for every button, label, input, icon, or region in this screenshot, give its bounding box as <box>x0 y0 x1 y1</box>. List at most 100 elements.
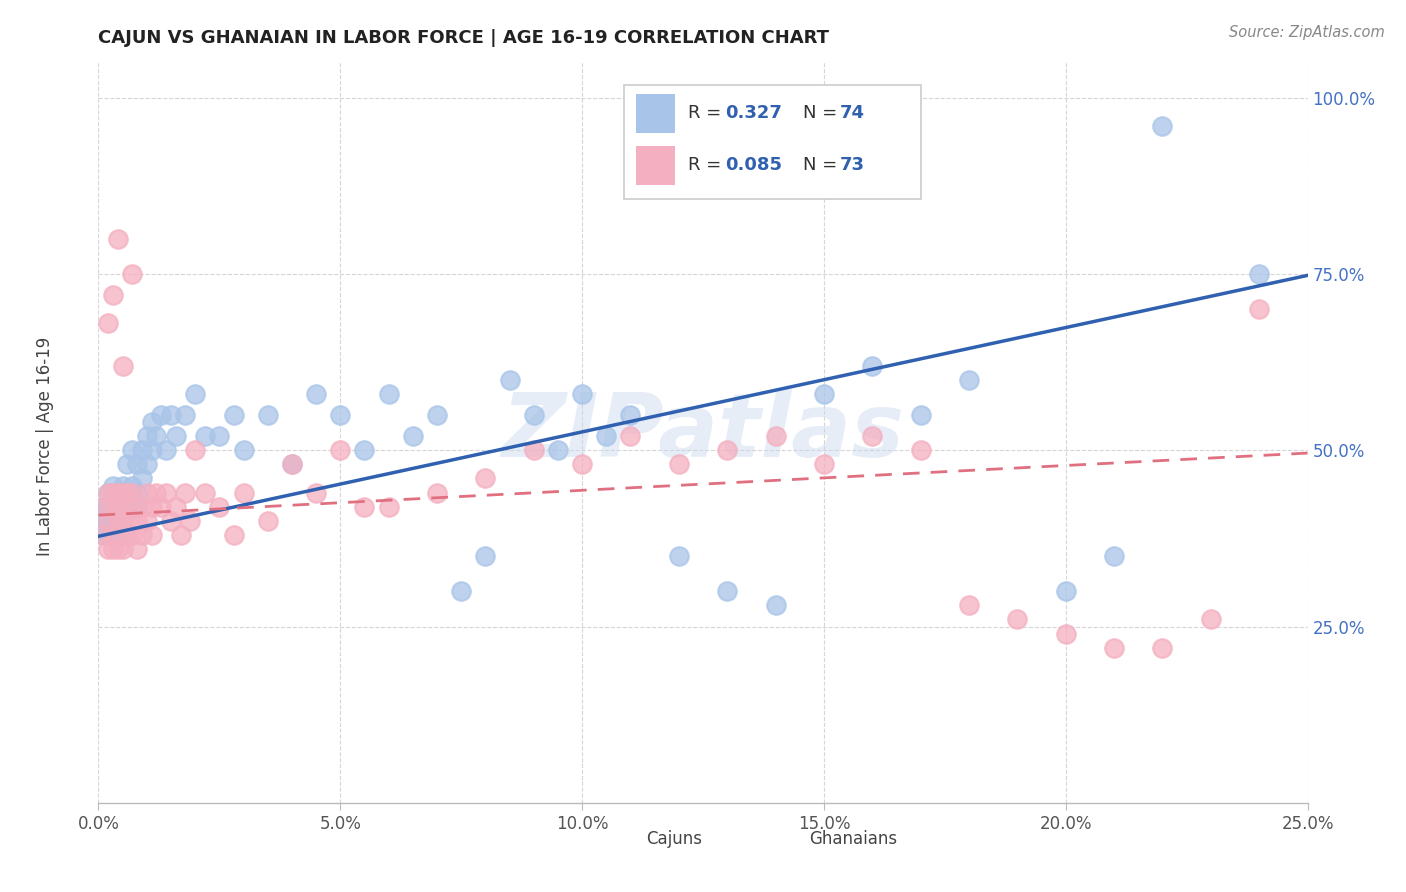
Point <box>208 500 231 514</box>
Point <box>329 443 352 458</box>
Point <box>121 443 143 458</box>
Point <box>101 528 124 542</box>
Point <box>426 408 449 422</box>
Point <box>107 528 129 542</box>
Point <box>111 492 134 507</box>
Point <box>131 528 153 542</box>
Point <box>547 443 569 458</box>
Point <box>97 485 120 500</box>
Point <box>135 458 157 472</box>
Point <box>860 359 883 373</box>
Point <box>222 408 245 422</box>
Point <box>127 485 149 500</box>
Point <box>813 387 835 401</box>
Point <box>155 485 177 500</box>
Point <box>111 514 134 528</box>
Point <box>111 541 134 556</box>
Point <box>107 485 129 500</box>
Point <box>101 492 124 507</box>
Point <box>101 485 124 500</box>
Point <box>107 541 129 556</box>
Point <box>150 408 173 422</box>
Point <box>232 443 254 458</box>
Point <box>101 500 124 514</box>
Point <box>117 514 139 528</box>
Point <box>194 485 217 500</box>
Point <box>117 500 139 514</box>
Point <box>1054 584 1077 599</box>
Point <box>165 500 187 514</box>
Point <box>571 387 593 401</box>
Point <box>131 500 153 514</box>
Point <box>232 485 254 500</box>
Text: R =: R = <box>689 103 727 122</box>
Point <box>121 500 143 514</box>
Point <box>169 528 191 542</box>
Point <box>121 478 143 492</box>
Text: Source: ZipAtlas.com: Source: ZipAtlas.com <box>1229 25 1385 40</box>
Point <box>101 500 124 514</box>
Point <box>668 458 690 472</box>
Text: ZIPatlas: ZIPatlas <box>502 389 904 476</box>
Point <box>135 485 157 500</box>
Text: 74: 74 <box>839 103 865 122</box>
Point <box>174 408 197 422</box>
Point <box>174 485 197 500</box>
Point <box>160 514 183 528</box>
Point <box>910 443 932 458</box>
Text: 73: 73 <box>839 155 865 174</box>
Point <box>97 316 120 330</box>
Point <box>498 373 520 387</box>
Point <box>141 415 163 429</box>
Point <box>1249 267 1271 281</box>
Point <box>402 429 425 443</box>
Point <box>107 485 129 500</box>
Point <box>716 443 738 458</box>
Point <box>1152 119 1174 133</box>
Point <box>121 485 143 500</box>
Point <box>111 359 134 373</box>
Point <box>595 429 617 443</box>
Point <box>97 500 120 514</box>
FancyBboxPatch shape <box>637 146 675 185</box>
Point <box>957 373 980 387</box>
Text: 0.327: 0.327 <box>724 103 782 122</box>
Point <box>860 429 883 443</box>
Point <box>165 429 187 443</box>
Point <box>117 458 139 472</box>
Text: N =: N = <box>803 155 844 174</box>
Point <box>101 288 124 302</box>
Point <box>121 267 143 281</box>
Point <box>111 478 134 492</box>
Point <box>377 387 399 401</box>
Point <box>329 408 352 422</box>
Point <box>135 429 157 443</box>
Point <box>1199 612 1222 626</box>
Point <box>107 500 129 514</box>
FancyBboxPatch shape <box>624 85 921 200</box>
Point <box>150 500 173 514</box>
Point <box>155 443 177 458</box>
Point <box>1054 626 1077 640</box>
Point <box>160 408 183 422</box>
Text: CAJUN VS GHANAIAN IN LABOR FORCE | AGE 16-19 CORRELATION CHART: CAJUN VS GHANAIAN IN LABOR FORCE | AGE 1… <box>98 29 830 47</box>
Point <box>1007 612 1029 626</box>
Point <box>474 471 496 485</box>
Point <box>101 514 124 528</box>
Text: Ghanaians: Ghanaians <box>810 830 897 848</box>
Point <box>97 485 120 500</box>
Point <box>619 408 641 422</box>
Point <box>91 528 114 542</box>
Point <box>101 541 124 556</box>
Point <box>121 528 143 542</box>
Point <box>281 458 304 472</box>
Point <box>111 500 134 514</box>
Point <box>523 443 546 458</box>
Point <box>813 458 835 472</box>
Point <box>111 514 134 528</box>
Point <box>101 528 124 542</box>
Point <box>97 541 120 556</box>
Point <box>571 458 593 472</box>
Text: In Labor Force | Age 16-19: In Labor Force | Age 16-19 <box>37 336 53 556</box>
Point <box>765 599 787 613</box>
